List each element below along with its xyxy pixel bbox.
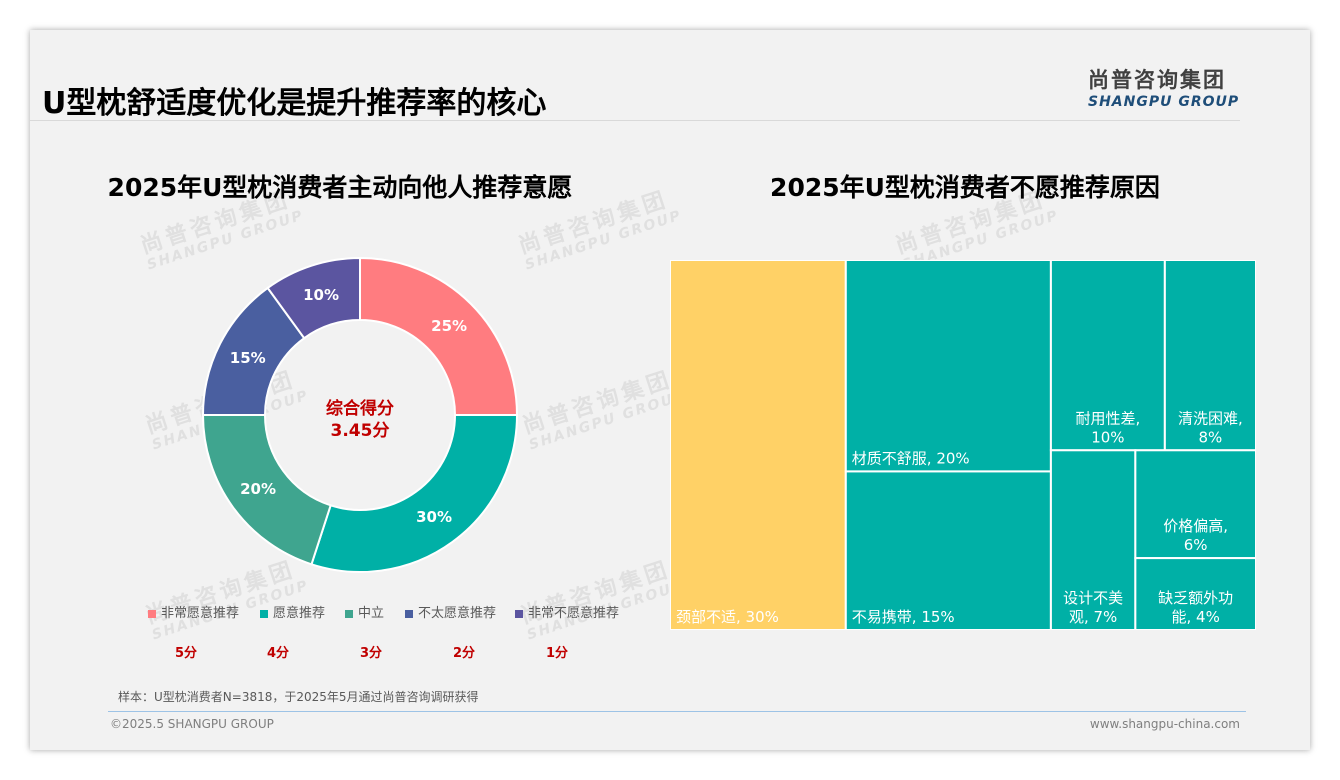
sample-note: 样本：U型枕消费者N=3818，于2025年5月通过尚普咨询调研获得 [118,690,479,704]
donut-slice [266,256,361,340]
treemap-cell-label: 清洗困难, [1178,409,1243,427]
donut-slice-label: 10% [303,286,339,304]
legend-item: 愿意推荐 [260,602,325,621]
page-title: U型枕舒适度优化是提升推荐率的核心 [42,86,547,121]
donut-slice-label: 30% [416,508,452,526]
score-row: 5分 4分 3分 2分 1分 [140,642,660,662]
treemap-cell [844,470,1052,630]
slide: U型枕舒适度优化是提升推荐率的核心 尚普咨询集团 SHANGPU GROUP 尚… [30,30,1310,750]
legend-label: 愿意推荐 [273,606,326,621]
score-label: 4分 [267,646,290,661]
legend-label: 中立 [358,606,385,621]
treemap-cell [1163,260,1256,452]
treemap-cell-label: 耐用性差, [1075,409,1140,427]
legend-item: 不太愿意推荐 [405,602,496,621]
footer-divider [108,711,1246,712]
treemap-cell [1049,449,1137,630]
legend-item: 非常愿意推荐 [148,602,239,621]
treemap-cell-label: 设计不美 [1063,589,1123,607]
title-divider [30,120,1240,121]
footer-copyright: ©2025.5 SHANGPU GROUP [110,717,274,731]
score-label: 5分 [175,646,198,661]
treemap-chart-title: 2025年U型枕消费者不愿推荐原因 [770,173,1160,202]
legend-swatch [345,609,353,618]
donut-center-label: 综合得分 [326,398,394,419]
footer-website: www.shangpu-china.com [1089,717,1240,731]
treemap-chart: 颈部不适, 30% 材质不舒服, 20% 不易携带, 15% 耐用性差,10% 清洗困难… [670,260,1256,630]
legend-swatch [148,609,156,618]
donut-slice [310,414,519,573]
treemap-cell-label: 观, 7% [1069,608,1117,626]
company-logo: 尚普咨询集团 SHANGPU GROUP [1088,64,1238,110]
treemap-cell-label: 颈部不适, 30% [676,608,779,626]
donut-slice-label: 20% [240,480,276,498]
legend-label: 非常不愿意推荐 [528,606,620,621]
legend-swatch [515,609,523,618]
score-label: 3分 [360,646,383,661]
legend-item: 中立 [345,602,384,621]
legend-item: 非常不愿意推荐 [515,602,619,621]
treemap-cell [844,260,1052,473]
treemap-cell-label: 10% [1091,428,1124,446]
donut-legend: 非常愿意推荐 愿意推荐 中立 不太愿意推荐 非常不愿意推荐 [140,602,660,622]
treemap-cell-label: 不易携带, 15% [852,608,955,626]
treemap-cell-label: 能, 4% [1172,608,1220,626]
treemap-cell [670,260,847,630]
treemap-cell-label: 6% [1184,536,1208,554]
legend-label: 非常愿意推荐 [161,606,240,621]
legend-label: 不太愿意推荐 [418,606,497,621]
legend-swatch [260,609,268,618]
donut-slice-label: 25% [431,317,467,335]
treemap-cell-label: 材质不舒服, 20% [852,449,970,467]
donut-center-value: 3.45分 [331,421,390,441]
treemap-cell-label: 价格偏高, [1163,517,1228,535]
treemap-cell-label: 8% [1199,428,1223,446]
logo-en-text: SHANGPU GROUP [1088,94,1240,110]
donut-chart-title: 2025年U型枕消费者主动向他人推荐意愿 [107,173,573,202]
legend-swatch [405,609,413,618]
donut-slice-label: 15% [230,349,266,367]
score-label: 2分 [453,646,476,661]
treemap-cell [1134,557,1256,630]
logo-cn-text: 尚普咨询集团 [1088,68,1226,92]
donut-slice [359,256,519,416]
score-label: 1分 [546,646,569,661]
treemap-cell-label: 缺乏额外功 [1158,589,1233,607]
